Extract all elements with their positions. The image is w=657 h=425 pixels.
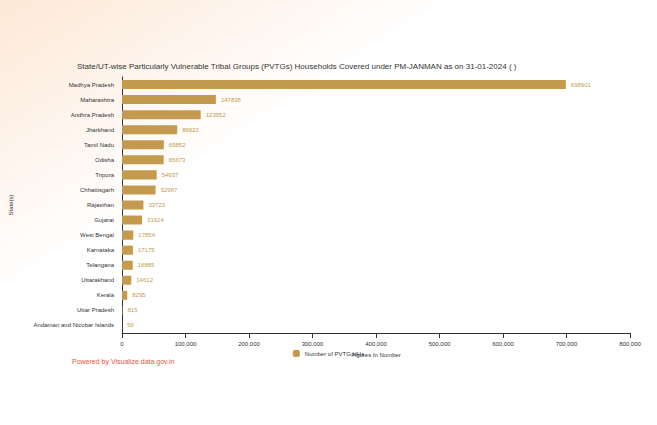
svg-text:147836: 147836 (221, 97, 242, 103)
svg-text:500,000: 500,000 (429, 341, 451, 347)
svg-text:16885: 16885 (138, 262, 155, 268)
svg-text:Number of PVTG HHs: Number of PVTG HHs (305, 351, 364, 357)
svg-text:200,000: 200,000 (238, 341, 260, 347)
svg-text:600,000: 600,000 (492, 341, 514, 347)
svg-text:Jharkhand: Jharkhand (86, 127, 114, 133)
svg-text:8295: 8295 (132, 292, 146, 298)
svg-text:State/UT-wise Particularly Vul: State/UT-wise Particularly Vulnerable Tr… (77, 62, 517, 71)
svg-text:800,000: 800,000 (619, 341, 641, 347)
svg-text:State(s): State(s) (8, 194, 14, 215)
svg-text:Figures In Number: Figures In Number (351, 351, 401, 358)
svg-text:65673: 65673 (169, 157, 186, 163)
svg-text:Tamil Nadu: Tamil Nadu (84, 142, 114, 148)
svg-text:86922: 86922 (182, 127, 199, 133)
svg-text:Kerala: Kerala (97, 292, 115, 298)
svg-text:300,000: 300,000 (302, 341, 324, 347)
svg-text:17175: 17175 (138, 247, 155, 253)
svg-text:Uttar Pradesh: Uttar Pradesh (77, 307, 114, 313)
svg-text:Rajasthan: Rajasthan (87, 202, 114, 208)
svg-text:815: 815 (128, 307, 139, 313)
svg-text:100,000: 100,000 (175, 341, 197, 347)
svg-text:Powered by Visualize.data.gov.: Powered by Visualize.data.gov.in (72, 358, 175, 366)
svg-text:33723: 33723 (148, 202, 165, 208)
svg-text:Andhra Pradesh: Andhra Pradesh (71, 112, 114, 118)
svg-text:52967: 52967 (161, 187, 178, 193)
svg-text:Gujarat: Gujarat (94, 217, 114, 223)
svg-text:Odisha: Odisha (95, 157, 115, 163)
svg-text:Madhya Pradesh: Madhya Pradesh (69, 82, 114, 88)
svg-text:123952: 123952 (206, 112, 227, 118)
svg-text:Uttarakhand: Uttarakhand (81, 277, 114, 283)
svg-text:0: 0 (120, 341, 124, 347)
svg-text:65852: 65852 (169, 142, 186, 148)
svg-text:Telangana: Telangana (86, 262, 114, 268)
svg-text:Chhattisgarh: Chhattisgarh (80, 187, 114, 193)
svg-text:698901: 698901 (571, 82, 592, 88)
svg-text:400,000: 400,000 (365, 341, 387, 347)
svg-text:Karnataka: Karnataka (87, 247, 115, 253)
svg-text:Tripura: Tripura (95, 172, 114, 178)
svg-text:West Bengal: West Bengal (80, 232, 114, 238)
svg-text:31624: 31624 (147, 217, 164, 223)
svg-text:54637: 54637 (162, 172, 179, 178)
svg-text:Andaman and Nicobar Islands: Andaman and Nicobar Islands (34, 322, 114, 328)
svg-text:59: 59 (127, 322, 134, 328)
svg-text:17854: 17854 (138, 232, 155, 238)
svg-text:Maharashtra: Maharashtra (80, 97, 114, 103)
svg-text:700,000: 700,000 (556, 341, 578, 347)
svg-text:14612: 14612 (136, 277, 153, 283)
